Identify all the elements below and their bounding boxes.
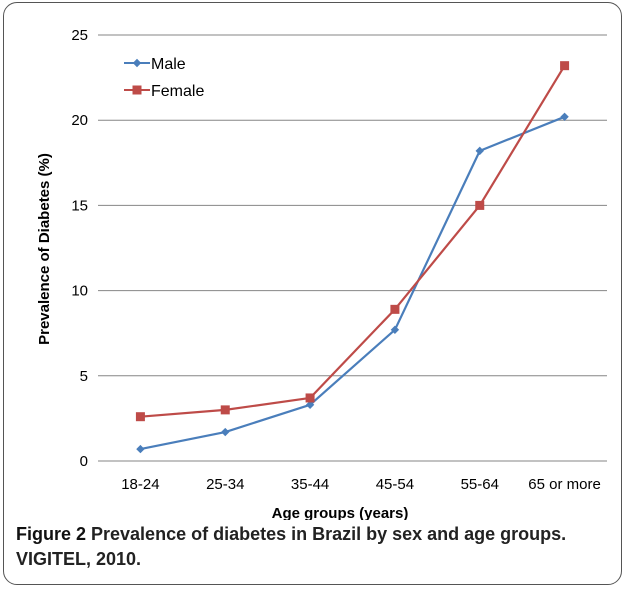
figure-caption-label: Figure 2 <box>16 524 87 544</box>
x-tick-label-3: 45-54 <box>376 476 414 493</box>
figure-caption-text: Prevalence of diabetes in Brazil by sex … <box>16 524 567 569</box>
legend-label-female: Female <box>151 83 204 100</box>
data-point-female-4 <box>475 200 485 210</box>
y-tick-labels: 0 5 10 15 20 25 <box>71 27 88 470</box>
y-axis-label: Prevalence of Diabetes (%) <box>36 153 53 345</box>
data-point-male-2 <box>305 400 315 409</box>
x-tick-label-2: 35-44 <box>291 476 329 493</box>
data-point-male-5 <box>560 112 569 121</box>
series-group <box>135 61 570 454</box>
y-tick-label-3: 15 <box>71 197 88 214</box>
y-tick-label-1: 5 <box>80 368 88 385</box>
x-tick-label-4: 55-64 <box>461 476 499 493</box>
data-point-female-1 <box>220 405 230 415</box>
data-point-female-2 <box>305 393 315 403</box>
line-chart: 0 5 10 15 20 25 18-24 25-34 35-44 45-54 55-64 65 o… <box>36 27 607 520</box>
figure-frame <box>3 2 622 585</box>
x-axis-label: Age groups (years) <box>272 505 409 520</box>
y-tick-label-2: 10 <box>71 283 88 300</box>
legend-label-male: Male <box>151 56 186 73</box>
data-point-male-0 <box>136 444 145 454</box>
gridlines <box>98 34 607 377</box>
legend-marker-male <box>132 58 142 68</box>
data-point-male-1 <box>221 427 230 437</box>
data-point-female-3 <box>390 304 400 314</box>
data-point-female-5 <box>560 61 570 71</box>
legend-marker-female <box>132 85 142 95</box>
series-male <box>136 112 569 454</box>
data-point-male-3 <box>390 325 400 334</box>
series-line-male <box>140 115 565 451</box>
y-tick-label-4: 20 <box>71 112 88 129</box>
data-point-female-0 <box>135 412 145 422</box>
x-tick-label-1: 25-34 <box>206 476 244 493</box>
series-female <box>135 61 570 422</box>
x-tick-labels: 18-24 25-34 35-44 45-54 55-64 65 or more <box>121 476 601 493</box>
y-tick-label-0: 0 <box>80 453 88 470</box>
legend: Male Female <box>124 56 204 100</box>
legend-item-female: Female <box>124 83 204 100</box>
x-tick-label-5: 65 or more <box>528 476 601 493</box>
data-point-male-4 <box>475 146 484 156</box>
series-line-female <box>140 65 566 418</box>
x-tick-label-0: 18-24 <box>121 476 159 493</box>
y-tick-label-5: 25 <box>71 27 88 44</box>
legend-item-male: Male <box>124 56 186 73</box>
figure-caption: Figure 2 Prevalence of diabetes in Brazi… <box>16 522 606 572</box>
